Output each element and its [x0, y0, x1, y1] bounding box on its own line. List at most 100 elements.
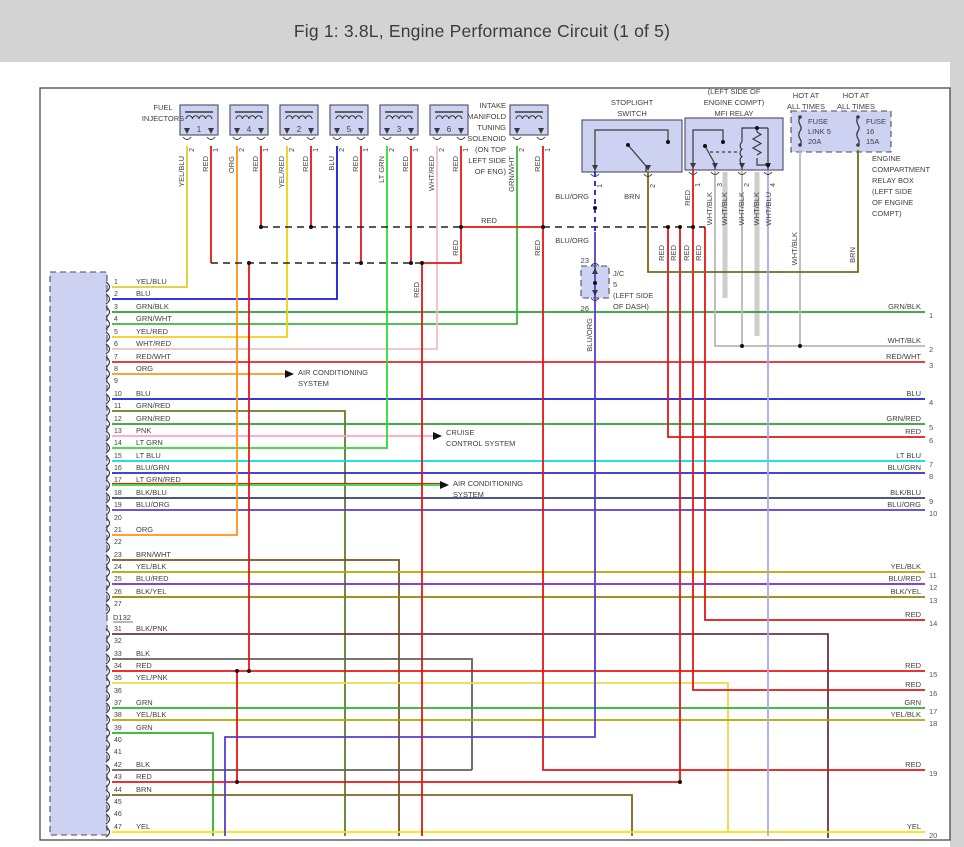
junction-dot [259, 225, 263, 229]
diagram-label: SOLENOID [467, 134, 506, 143]
junction-dot [766, 163, 770, 167]
exit-number: 9 [929, 497, 933, 506]
wire [756, 158, 768, 166]
pin-arc [105, 826, 111, 838]
diagram-label: RED [657, 244, 666, 260]
diagram-frame [39, 87, 951, 841]
exit-label: WHT/BLK [888, 336, 921, 345]
diagram-label: FUSE [808, 117, 828, 126]
pin-number: 46 [114, 811, 122, 818]
pin-arc [105, 418, 111, 430]
junction-dot [235, 669, 239, 673]
injector-4-pin-arrow [258, 128, 264, 134]
injector-1-number: 1 [197, 125, 202, 134]
exit-number: 17 [929, 707, 937, 716]
diagram-label: RED [201, 155, 210, 171]
pin-number: 13 [114, 428, 122, 435]
diagram-label: YEL/RED [277, 155, 286, 188]
diagram-label: 2 [744, 183, 751, 187]
injector-4-pin-arc [232, 136, 242, 140]
pin-number: 34 [114, 663, 122, 670]
pin-arc [590, 173, 600, 177]
diagram-label: YEL/BLU [177, 156, 186, 187]
exit-number: 14 [929, 619, 937, 628]
injector-6-number: 6 [447, 125, 452, 134]
diagram-label: SWITCH [617, 109, 647, 118]
diagram-label: RED [251, 155, 260, 171]
diagram-label: 2 [189, 148, 196, 152]
pin-label: BLU/RED [136, 574, 169, 583]
pin-arc [737, 171, 747, 175]
diagram-label: OF DASH) [613, 302, 649, 311]
diagram-label: GRN/WHT [507, 156, 516, 192]
wire [704, 227, 925, 621]
wire [112, 146, 288, 338]
exit-number: 12 [929, 583, 937, 592]
exit-label: BLU/RED [888, 574, 921, 583]
junction-dot [798, 344, 802, 348]
injector-4-coil [235, 115, 263, 120]
pin-label: GRN/RED [136, 401, 171, 410]
pin-arc [105, 727, 111, 739]
jc-up-arrow [592, 268, 598, 274]
wire [714, 170, 925, 347]
injector-5-pin-arc [332, 136, 342, 140]
pcm-connector-box [49, 271, 108, 836]
pin-number: 2 [114, 291, 118, 298]
pin-label: YEL/BLU [136, 277, 167, 286]
stoplight-switch-box [581, 119, 683, 173]
pin-arc [105, 640, 111, 652]
pin-arc [105, 517, 111, 529]
exit-number: 4 [929, 398, 933, 407]
junction-dot [409, 261, 413, 265]
pin-arc [105, 343, 111, 355]
intake-solenoid-pin-arrow [538, 128, 544, 134]
diagram-label: 2 [389, 148, 396, 152]
exit-label: YEL/BLK [891, 562, 921, 571]
injector-2-pin-arc [282, 136, 292, 140]
pin-arc [105, 393, 111, 405]
diagram-label: WHT/BLK [790, 232, 799, 265]
exit-number: 8 [929, 472, 933, 481]
exit-label: RED [905, 661, 921, 670]
pin-label: RED/WHT [136, 352, 171, 361]
diagram-label: WHT/BLK [720, 192, 729, 225]
pin-number: 27 [114, 601, 122, 608]
diagram-label: RED [669, 244, 678, 260]
pin-label: GRN/RED [136, 414, 171, 423]
diagram-label: TUNING [477, 123, 506, 132]
pin-label: YEL/BLK [136, 562, 166, 571]
wire [112, 146, 338, 300]
diagram-label: SYSTEM [298, 379, 329, 388]
injector-3-pin-arrow [408, 128, 414, 134]
pin-number: 1 [114, 279, 118, 286]
pin-label: YEL [136, 822, 150, 831]
pin-arc [105, 677, 111, 689]
pin-arc [105, 504, 111, 516]
pin-arc [105, 578, 111, 590]
diagram-label: (LEFT SIDE [872, 187, 912, 196]
junction-dot [678, 225, 682, 229]
pin-label: LT BLU [136, 451, 161, 460]
junction-dot [666, 140, 670, 144]
injector-2-coil [285, 115, 313, 120]
injector-1-pin-arc [182, 136, 192, 140]
injector-2-number: 2 [297, 125, 302, 134]
junction-dot [420, 261, 424, 265]
junction-dot [721, 140, 725, 144]
intake-solenoid-pin-arc [536, 136, 546, 140]
pin-arc [643, 173, 653, 177]
pin-arc [105, 281, 111, 293]
diagram-label: 1 [263, 148, 270, 152]
junction-dot [541, 225, 545, 229]
diagram-label: CRUISE [446, 428, 474, 437]
diagram-label: STOPLIGHT [611, 98, 654, 107]
exit-number: 20 [929, 831, 937, 840]
diagram-label: 2 [239, 148, 246, 152]
diagram-label: COMPT) [872, 209, 902, 218]
exit-label: YEL [907, 822, 921, 831]
exit-number: 2 [929, 345, 933, 354]
diagram-label: MANIFOLD [467, 112, 506, 121]
pin-number: 31 [114, 626, 122, 633]
